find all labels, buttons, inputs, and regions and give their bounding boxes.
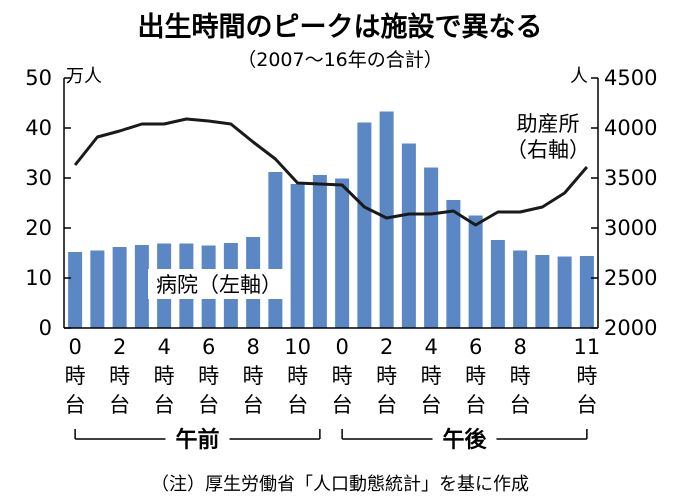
x-label-ji-18: 時 [465, 364, 486, 388]
x-label-ji-4: 時 [154, 364, 175, 388]
left-tick-label-50: 50 [25, 66, 52, 90]
series-label-midwifery-line-0: 助産所 [517, 112, 580, 136]
left-axis-unit: 万人 [66, 66, 102, 87]
line-midwifery [73, 117, 589, 227]
x-label-ji-23: 時 [576, 364, 597, 388]
bar-series-hospital [68, 111, 594, 328]
x-label-num-10: 10 [284, 335, 311, 359]
right-tick-label-3500: 3500 [604, 166, 657, 190]
left-tick-label-30: 30 [25, 166, 52, 190]
hospital-label-bg [148, 269, 290, 299]
period-brackets: 午前 午後 [74, 427, 588, 453]
bar-hospital-2 [112, 247, 127, 328]
x-label-num-4: 4 [157, 335, 170, 359]
axis-ticks: 0 10 20 30 40 50 2000 2500 3000 3500 4000 4500 [25, 66, 657, 340]
bar-hospital-9 [268, 172, 283, 328]
bar-hospital-12 [335, 178, 350, 328]
x-label-num-14: 2 [380, 335, 393, 359]
x-label-num-23: 11 [574, 335, 601, 359]
bar-hospital-15 [401, 143, 416, 328]
x-label-dai-14: 台 [376, 393, 397, 417]
x-label-dai-8: 台 [243, 393, 264, 417]
x-label-dai-2: 台 [109, 393, 130, 417]
bar-hospital-1 [90, 250, 105, 328]
x-label-num-12: 0 [335, 335, 348, 359]
right-tick-label-4500: 4500 [604, 66, 657, 90]
axes [63, 78, 599, 329]
series-label-midwifery-line-1: （右軸） [506, 138, 590, 162]
x-label-ji-2: 時 [109, 364, 130, 388]
x-label-ji-20: 時 [510, 364, 531, 388]
bar-hospital-14 [379, 111, 394, 328]
bar-hospital-0 [68, 252, 83, 328]
source-note: （注）厚生労働省「人口動態統計」を基に作成 [151, 474, 529, 495]
x-label-num-16: 4 [424, 335, 437, 359]
x-label-dai-16: 台 [421, 393, 442, 417]
series-label-midwifery: 助産所（右軸） [506, 112, 590, 162]
x-label-ji-6: 時 [198, 364, 219, 388]
bar-hospital-21 [535, 255, 550, 328]
x-label-dai-10: 台 [287, 393, 308, 417]
left-tick-label-20: 20 [25, 216, 52, 240]
bar-hospital-3 [134, 245, 149, 328]
bar-hospital-18 [468, 215, 483, 328]
left-tick-label-10: 10 [25, 266, 52, 290]
bar-hospital-19 [490, 240, 505, 328]
left-tick-label-0: 0 [39, 316, 52, 340]
x-label-dai-20: 台 [510, 393, 531, 417]
bar-hospital-16 [424, 167, 439, 328]
x-label-dai-23: 台 [576, 393, 597, 417]
x-label-num-2: 2 [113, 335, 126, 359]
x-label-dai-0: 台 [65, 393, 86, 417]
bar-hospital-11 [312, 175, 327, 328]
right-tick-label-4000: 4000 [604, 116, 657, 140]
series-label-hospital: 病院（左軸） [156, 273, 282, 297]
period-label-1: 午後 [442, 427, 487, 453]
bar-hospital-17 [446, 200, 461, 328]
x-label-ji-12: 時 [332, 364, 353, 388]
right-axis-unit: 人 [570, 66, 588, 87]
bar-hospital-20 [513, 250, 528, 328]
x-label-num-18: 6 [469, 335, 482, 359]
x-label-dai-18: 台 [465, 393, 486, 417]
line-series-midwifery [73, 117, 589, 227]
x-label-ji-10: 時 [287, 364, 308, 388]
period-label-0: 午前 [175, 427, 219, 453]
x-label-num-0: 0 [68, 335, 81, 359]
x-label-num-6: 6 [202, 335, 215, 359]
x-label-dai-6: 台 [198, 393, 219, 417]
x-label-dai-4: 台 [154, 393, 175, 417]
chart-subtitle: （2007～16年の合計） [237, 49, 443, 71]
bar-hospital-22 [557, 256, 572, 328]
x-label-num-20: 8 [513, 335, 526, 359]
bar-hospital-13 [357, 122, 372, 328]
right-tick-label-2000: 2000 [604, 316, 657, 340]
x-label-ji-16: 時 [421, 364, 442, 388]
right-tick-label-2500: 2500 [604, 266, 657, 290]
left-tick-label-40: 40 [25, 116, 52, 140]
x-label-dai-12: 台 [332, 393, 353, 417]
bar-hospital-10 [290, 184, 305, 328]
x-label-ji-14: 時 [376, 364, 397, 388]
x-label-num-8: 8 [246, 335, 259, 359]
x-label-ji-8: 時 [243, 364, 264, 388]
right-tick-label-3000: 3000 [604, 216, 657, 240]
x-label-ji-0: 時 [65, 364, 86, 388]
bar-hospital-23 [579, 256, 594, 328]
chart-title: 出生時間のピークは施設で異なる [138, 11, 543, 43]
